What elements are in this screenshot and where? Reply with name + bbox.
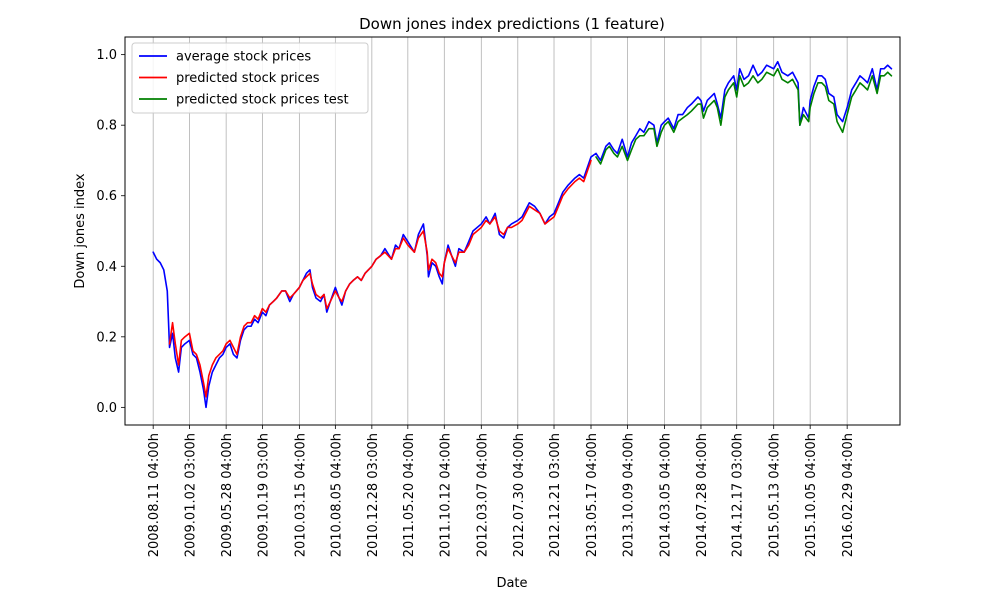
y-tick-label: 0.6 [96, 189, 117, 204]
legend-label: predicted stock prices test [176, 93, 349, 108]
x-axis-label: Date [496, 576, 527, 591]
x-tick-label: 2009.05.28 04:00h [220, 433, 235, 557]
x-tick-label: 2014.03.05 04:00h [658, 433, 673, 557]
x-tick-label: 2010.03.15 04:00h [293, 433, 308, 557]
plot-frame [124, 36, 901, 426]
x-tick-label: 2015.10.05 04:00h [804, 433, 819, 557]
x-tick-label: 2009.10.19 03:00h [256, 433, 271, 557]
x-tick-label: 2011.05.20 04:00h [402, 433, 417, 557]
x-axis: 2008.08.11 04:00h 2009.01.02 03:00h 2009.0… [147, 425, 856, 557]
y-axis-label: Down jones index [73, 173, 88, 289]
x-tick-label: 2012.12.21 03:00h [548, 433, 563, 557]
x-tick-label: 2016.02.29 04:00h [841, 433, 856, 557]
x-tick-label: 2014.07.28 04:00h [695, 433, 710, 557]
legend-box [131, 42, 369, 114]
x-tick-label: 2013.05.17 04:00h [585, 433, 600, 557]
x-tick-label: 2008.08.11 04:00h [147, 433, 162, 557]
x-tick-label: 2010.08.05 04:00h [329, 433, 344, 557]
chart-title: Down jones index predictions (1 feature) [359, 15, 665, 33]
series-layer [152, 60, 893, 409]
legend: average stock prices predicted stock pric… [131, 42, 369, 114]
y-tick-label: 0.2 [96, 330, 117, 345]
x-tick-label: 2011.10.12 04:00h [438, 433, 453, 557]
x-tick-label: 2013.10.09 04:00h [621, 433, 636, 557]
y-tick-label: 0.0 [96, 401, 117, 416]
x-tick-label: 2012.07.30 04:00h [512, 433, 527, 557]
x-tick-label: 2012.03.07 04:00h [475, 433, 490, 557]
series-line-predicted-stock-prices [168, 159, 592, 398]
x-tick-label: 2015.05.13 04:00h [768, 433, 783, 557]
y-tick-label: 1.0 [96, 48, 117, 63]
x-tick-label: 2010.12.28 03:00h [366, 433, 381, 557]
legend-label: predicted stock prices [176, 71, 320, 86]
x-tick-label: 2009.01.02 03:00h [183, 433, 198, 557]
legend-label: average stock prices [176, 50, 311, 65]
y-tick-label: 0.8 [96, 119, 117, 134]
series-line-predicted-stock-prices-test [595, 67, 893, 165]
y-axis: 0.0 0.2 0.4 0.6 0.8 1.0 [96, 48, 125, 416]
x-tick-label: 2014.12.17 03:00h [731, 433, 746, 557]
y-tick-label: 0.4 [96, 260, 117, 275]
